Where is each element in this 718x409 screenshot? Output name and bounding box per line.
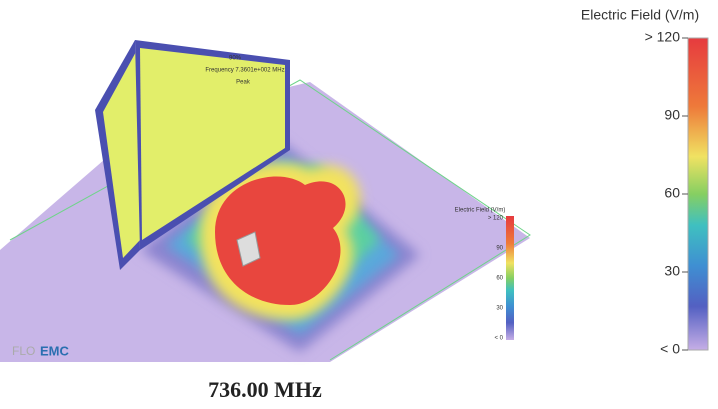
mini-tick-label: > 120 (488, 216, 504, 222)
colorbar (687, 37, 709, 351)
mini-tick-label: 60 (496, 276, 503, 282)
caption: 736.00 MHz (208, 377, 322, 402)
mini-legend-title: Electric Field (V/m) (455, 208, 506, 214)
colorbar-tick-label: < 0 (660, 341, 680, 357)
mini-tick-label: 90 (496, 246, 503, 252)
logo-prefix: FLO (12, 344, 35, 358)
colorbar-tick-label: 30 (664, 263, 680, 279)
colorbar-tick-label: > 120 (645, 29, 681, 45)
annotation: Peak (236, 80, 251, 86)
colorbar-title: Electric Field (V/m) (581, 7, 699, 23)
colorbar-tick-label: 90 (664, 107, 680, 123)
annotation: Frequency 7.3601e+002 MHz (205, 68, 284, 74)
annotation: 90% (229, 56, 242, 62)
colorbar-tick-label: 60 (664, 185, 680, 201)
mini-tick-label: < 0 (494, 336, 503, 342)
mini-tick-label: 30 (496, 306, 503, 312)
simulation-scene: 90% Frequency 7.3601e+002 MHz Peak FLO E… (0, 40, 531, 362)
logo-brand: EMC (40, 343, 70, 358)
mini-colorbar (506, 216, 514, 340)
